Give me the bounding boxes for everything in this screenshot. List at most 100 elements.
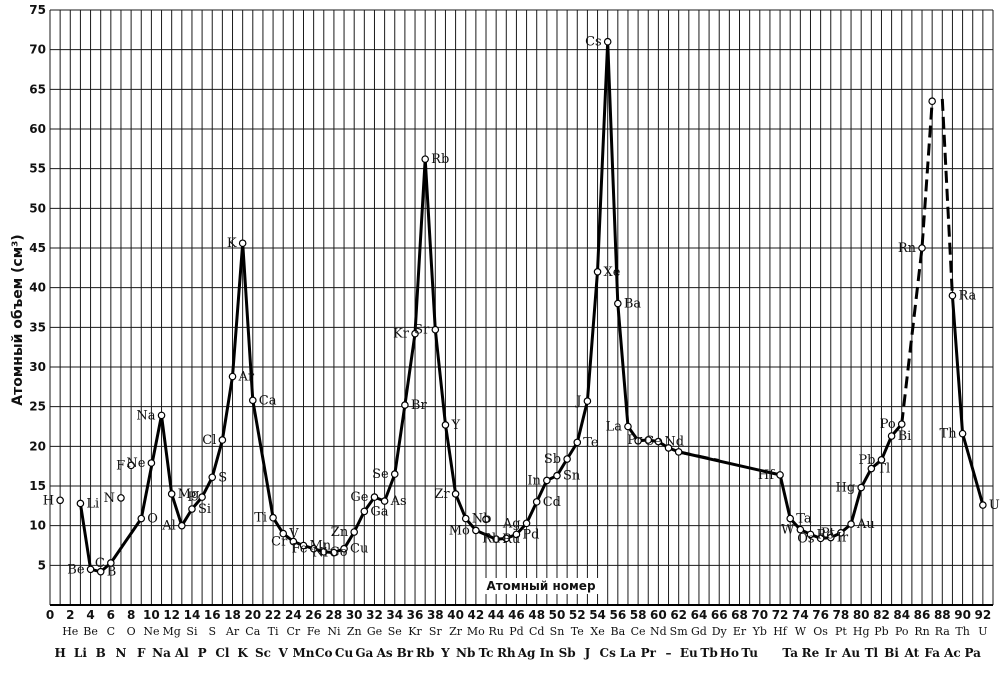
point-label: Cl [202, 433, 216, 448]
even-element-symbol: Pd [509, 625, 523, 638]
odd-element-symbol: J [584, 646, 591, 660]
point-label: V [288, 527, 299, 542]
odd-element-symbol: Rh [497, 646, 516, 660]
odd-element-symbol: Ta [782, 646, 798, 660]
x-tick-label: 82 [873, 608, 890, 622]
point-label: In [527, 473, 541, 488]
x-tick-label: 24 [285, 608, 302, 622]
even-element-symbol: Po [895, 625, 909, 638]
odd-element-symbol: Li [74, 646, 87, 660]
point-label: C [95, 556, 105, 571]
data-point [603, 37, 612, 46]
x-tick-label: 70 [751, 608, 768, 622]
even-element-symbol: Nd [650, 625, 667, 638]
point-label: Ba [624, 297, 642, 312]
data-point [928, 97, 936, 106]
data-points [56, 37, 987, 576]
point-label: Sn [563, 469, 581, 484]
point-label: Ti [254, 511, 267, 526]
even-element-symbol: Kr [408, 625, 422, 638]
even-element-symbol: Yb [752, 625, 767, 638]
odd-element-symbol: H [54, 646, 65, 660]
series-line [78, 40, 903, 574]
data-point [107, 559, 115, 567]
data-point [492, 535, 500, 543]
data-point [360, 507, 369, 516]
x-label-bg [480, 578, 602, 594]
data-point [877, 456, 886, 464]
point-label: Te [583, 435, 599, 450]
odd-element-symbol: In [540, 646, 555, 660]
x-tick-label: 4 [86, 608, 94, 622]
data-point [786, 514, 795, 523]
point-label: Ge [350, 490, 368, 505]
x-tick-label: 2 [66, 608, 74, 622]
x-tick-label: 48 [528, 608, 545, 622]
x-tick-label: 28 [326, 608, 343, 622]
point-label: Ra [958, 289, 976, 304]
odd-element-symbol: Au [841, 646, 860, 660]
data-point [269, 513, 277, 522]
odd-element-symbol: Eu [680, 646, 698, 660]
even-element-symbol: W [795, 625, 807, 638]
data-point [867, 464, 876, 473]
even-element-symbol: Ra [935, 625, 951, 638]
data-point [330, 548, 338, 557]
x-tick-label: 86 [914, 608, 931, 622]
data-point [502, 534, 511, 543]
point-label: N [104, 491, 115, 506]
odd-element-symbol: Re [802, 646, 820, 660]
odd-element-symbol: P [198, 646, 207, 660]
data-point [948, 291, 957, 300]
odd-element-symbol: N [115, 646, 126, 660]
x-tick-label: 10 [143, 608, 160, 622]
even-element-symbol: Mg [163, 625, 181, 638]
y-tick-label: 10 [29, 519, 46, 533]
data-point [593, 267, 602, 276]
point-label: Rh [482, 531, 501, 546]
point-label: Fe [292, 542, 308, 557]
x-tick-label: 36 [407, 608, 424, 622]
data-point [776, 471, 784, 479]
data-point [979, 501, 987, 509]
y-tick-label: 60 [29, 122, 46, 136]
series-line [678, 450, 720, 463]
data-point [624, 422, 632, 431]
data-point [826, 533, 835, 542]
even-element-symbol: S [208, 625, 216, 638]
y-tick-label: 65 [29, 82, 46, 96]
data-point [431, 325, 440, 334]
x-tick-label: 74 [792, 608, 809, 622]
data-point [553, 471, 561, 480]
x-tick-label: 42 [468, 608, 485, 622]
data-point [522, 519, 531, 528]
point-label: Au [856, 517, 875, 532]
data-point [644, 436, 653, 444]
x-tick-label: 56 [609, 608, 626, 622]
data-point [918, 244, 926, 252]
point-label: Tl [877, 462, 890, 477]
x-tick-label: 62 [670, 608, 687, 622]
x-tick-label: 76 [812, 608, 829, 622]
series-line [940, 98, 954, 296]
even-element-symbol: Rn [914, 625, 929, 638]
data-point [56, 496, 64, 505]
data-point [614, 299, 622, 308]
even-element-symbol: Ni [327, 625, 341, 638]
data-point [857, 483, 865, 492]
data-point [887, 432, 896, 440]
y-tick-label: 30 [29, 360, 46, 374]
data-point [897, 420, 906, 428]
even-element-symbol: Sm [670, 625, 689, 638]
odd-element-symbol: Pr [641, 646, 657, 660]
data-point [188, 505, 196, 513]
y-tick-label: 75 [29, 3, 46, 17]
point-label: Y [450, 418, 460, 433]
even-element-symbol: O [127, 625, 136, 638]
even-element-symbol: Ar [225, 625, 240, 638]
point-label: Mo [449, 523, 470, 538]
point-label: Cu [350, 542, 368, 557]
even-element-symbol: Se [388, 625, 402, 638]
odd-element-symbol: Tc [479, 646, 494, 660]
point-label: Xe [604, 265, 621, 280]
